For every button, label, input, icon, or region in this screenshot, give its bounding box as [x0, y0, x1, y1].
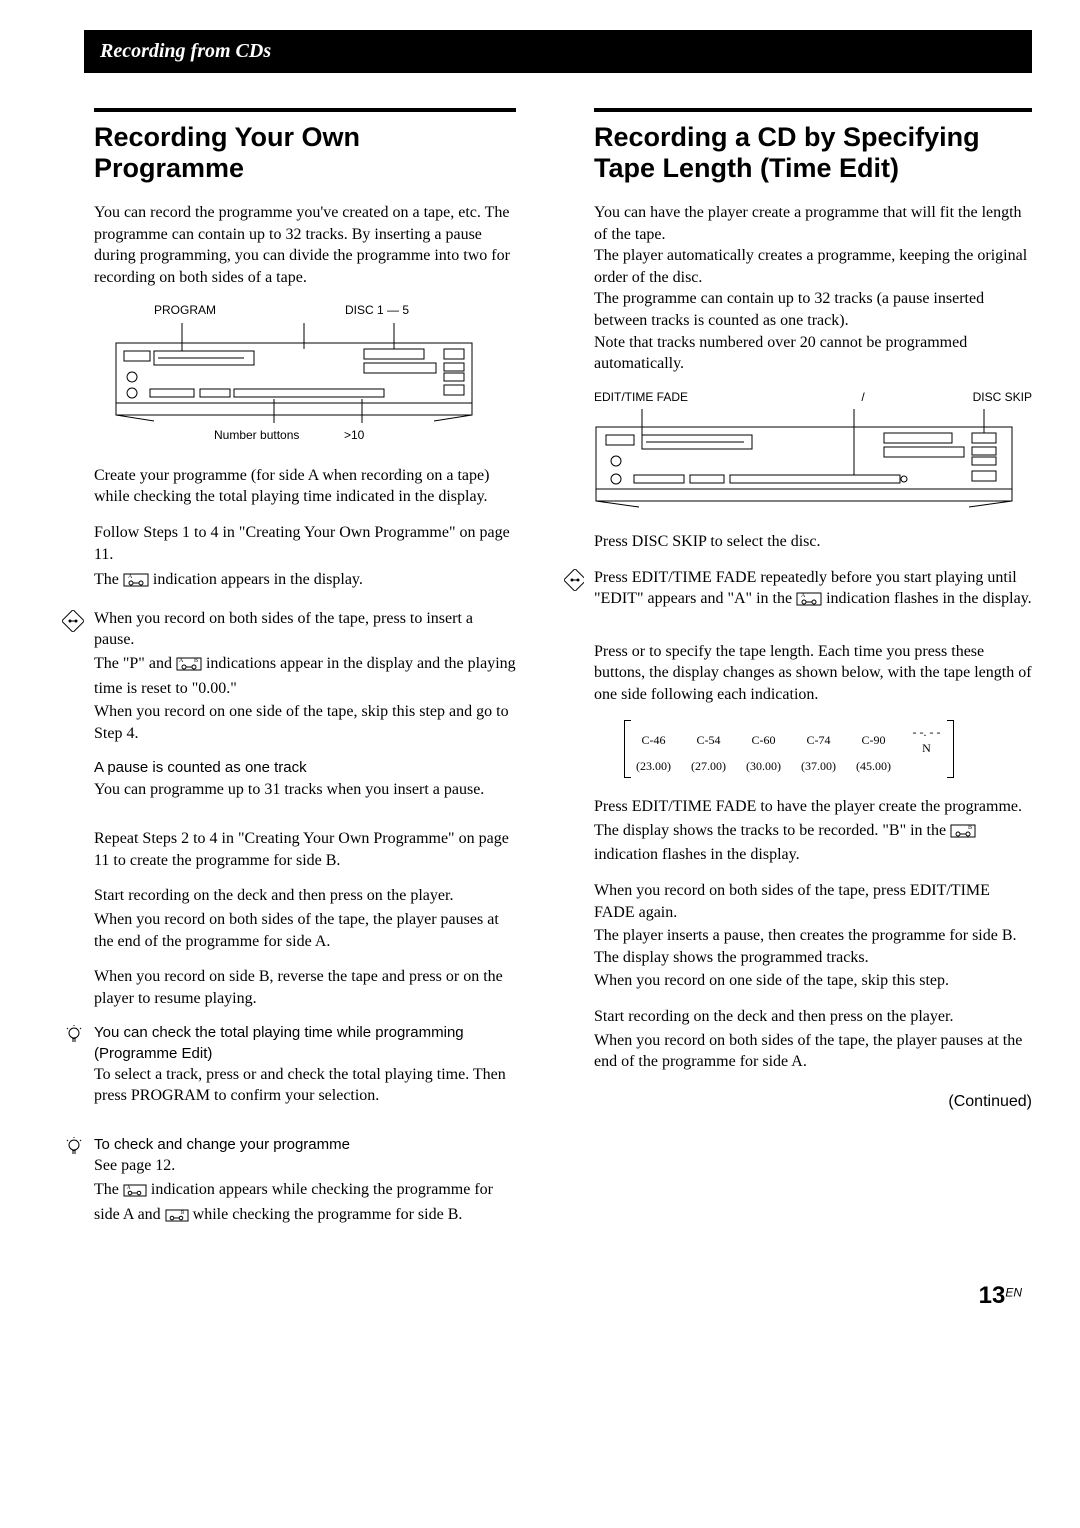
left-step1-p2b: The A indication appears in the display.: [94, 569, 516, 594]
side-a-icon: A: [796, 591, 822, 613]
left-intro: You can record the programme you've crea…: [94, 202, 516, 288]
right-step4-p2: The display shows the tracks to be recor…: [594, 820, 1032, 866]
side-a-icon: A: [123, 1182, 147, 1204]
left-step2-p3: When you record on one side of the tape,…: [94, 701, 516, 744]
right-step3-p1: Press or to specify the tape length. Eac…: [594, 641, 1032, 706]
left-step2-p1: When you record on both sides of the tap…: [94, 608, 516, 651]
side-b-icon: B: [165, 1207, 189, 1229]
page-number: 13EN: [48, 1280, 1032, 1312]
two-column-layout: Recording Your Own Programme You can rec…: [48, 108, 1032, 1256]
lightbulb-icon: [64, 1025, 84, 1045]
left-step2-p2: The "P" and AB indications appear in the…: [94, 653, 516, 699]
right-step6-p2: When you record on both sides of the tap…: [594, 1030, 1032, 1073]
left-step5: When you record on side B, reverse the t…: [94, 966, 516, 1009]
label-edit-time-fade: EDIT/TIME FADE: [594, 389, 761, 405]
left-step2: When you record on both sides of the tap…: [48, 608, 516, 814]
left-step1-p2a: Follow Steps 1 to 4 in "Creating Your Ow…: [94, 522, 516, 565]
left-step4-p1: Start recording on the deck and then pre…: [94, 885, 516, 907]
continued-label: (Continued): [594, 1091, 1032, 1113]
tape-custom: - -. - - N: [902, 724, 951, 756]
right-title: Recording a CD by Specifying Tape Length…: [594, 108, 1032, 184]
label-program: PROGRAM: [154, 302, 325, 318]
left-tip2-b2: The A indication appears while checking …: [94, 1179, 516, 1228]
label-number-buttons: Number buttons: [214, 427, 334, 443]
cd-player-illustration: [594, 409, 1014, 509]
diamond-step-icon: [62, 610, 84, 632]
right-step5-p2: The player inserts a pause, then creates…: [594, 925, 1032, 968]
right-step5-p1: When you record on both sides of the tap…: [594, 880, 1032, 923]
left-tip1: You can check the total playing time whi…: [48, 1023, 516, 1121]
left-tip2-h: To check and change your programme: [94, 1135, 516, 1155]
svg-text:A: A: [128, 574, 133, 580]
left-step2-note-h: A pause is counted as one track: [94, 758, 516, 778]
left-step4-p2: When you record on both sides of the tap…: [94, 909, 516, 952]
left-tip2: To check and change your programme See p…: [48, 1135, 516, 1242]
lightbulb-icon: [64, 1137, 84, 1157]
right-step6-p1: Start recording on the deck and then pre…: [594, 1006, 1032, 1028]
left-tip1-b: To select a track, press or and check th…: [94, 1064, 516, 1107]
section-breadcrumb: Recording from CDs: [84, 30, 1032, 73]
right-step1: Press DISC SKIP to select the disc.: [594, 531, 1032, 553]
svg-text:B: B: [194, 658, 198, 664]
tape-c46: C-46: [627, 724, 680, 756]
right-step2-p1: Press EDIT/TIME FADE repeatedly before y…: [594, 567, 1032, 613]
right-column: Recording a CD by Specifying Tape Length…: [564, 108, 1032, 1256]
left-tip1-h: You can check the total playing time whi…: [94, 1023, 516, 1064]
label-disc-skip: DISC SKIP: [865, 389, 1032, 405]
left-step2-note-b: You can programme up to 31 tracks when y…: [94, 779, 516, 801]
svg-text:A: A: [179, 658, 184, 664]
tape-c74: C-74: [792, 724, 845, 756]
side-ab-icon: AB: [176, 656, 202, 678]
diamond-step-icon: [564, 569, 584, 591]
cd-player-illustration: [114, 323, 474, 423]
svg-text:A: A: [801, 593, 806, 599]
side-a-icon: A: [123, 572, 149, 594]
side-b-icon: B: [950, 823, 976, 845]
label-disc15: DISC 1 — 5: [345, 302, 516, 318]
label-gt10: >10: [344, 427, 364, 443]
tape-c54: C-54: [682, 724, 735, 756]
left-step3: Repeat Steps 2 to 4 in "Creating Your Ow…: [94, 828, 516, 871]
device-diagram-right: EDIT/TIME FADE / DISC SKIP: [594, 389, 1032, 509]
left-title: Recording Your Own Programme: [94, 108, 516, 184]
right-intro: You can have the player create a program…: [594, 202, 1032, 375]
left-step1-p1: Create your programme (for side A when r…: [94, 465, 516, 508]
svg-text:A: A: [127, 1186, 131, 1191]
right-step5-p3: When you record on one side of the tape,…: [594, 970, 1032, 992]
tape-c60: C-60: [737, 724, 790, 756]
svg-text:B: B: [968, 825, 972, 831]
device-diagram-left: PROGRAM DISC 1 — 5: [114, 302, 516, 442]
svg-text:B: B: [181, 1211, 185, 1216]
tape-length-table: C-46 C-54 C-60 C-74 C-90 - -. - - N (23.…: [624, 720, 954, 779]
left-tip2-b1: See page 12.: [94, 1155, 516, 1177]
tape-c90: C-90: [847, 724, 900, 756]
right-step2: Press EDIT/TIME FADE repeatedly before y…: [564, 567, 1032, 627]
right-step4-p1: Press EDIT/TIME FADE to have the player …: [594, 796, 1032, 818]
left-column: Recording Your Own Programme You can rec…: [48, 108, 516, 1256]
